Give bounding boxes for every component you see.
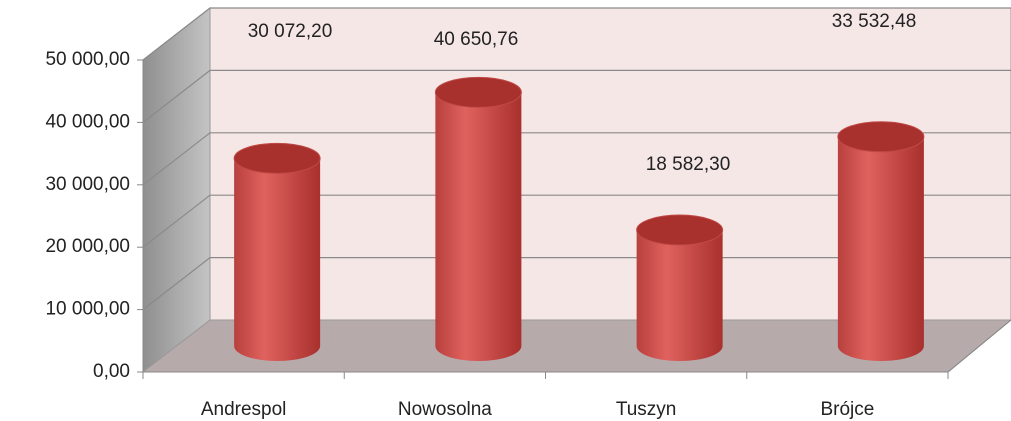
bar-top bbox=[233, 142, 321, 174]
y-tick-label: 20 000,00 bbox=[45, 236, 130, 257]
value-label: 18 582,30 bbox=[646, 154, 731, 175]
grid-line bbox=[142, 132, 1011, 186]
grid-line bbox=[142, 194, 1011, 248]
bar bbox=[636, 230, 723, 361]
x-tick-label: Brójce bbox=[820, 399, 874, 420]
y-tick-label: 40 000,00 bbox=[45, 111, 130, 132]
x-tick-label: Andrespol bbox=[201, 399, 287, 420]
value-label: 33 532,48 bbox=[832, 11, 917, 32]
bar bbox=[837, 136, 924, 361]
y-tick-label: 10 000,00 bbox=[45, 299, 130, 320]
y-tick-label: 50 000,00 bbox=[45, 49, 130, 70]
x-tick-label: Nowosolna bbox=[398, 399, 492, 420]
value-label: 40 650,76 bbox=[434, 29, 519, 50]
bar-top bbox=[837, 121, 925, 153]
grid-line bbox=[142, 257, 1011, 311]
bar bbox=[234, 158, 321, 361]
grid-line bbox=[142, 69, 1011, 123]
y-tick-label: 30 000,00 bbox=[45, 174, 130, 195]
value-label: 30 072,20 bbox=[248, 21, 333, 42]
y-tick-label: 0,00 bbox=[93, 361, 130, 382]
bar-top bbox=[434, 76, 522, 108]
bar bbox=[435, 92, 522, 361]
side-wall bbox=[142, 6, 211, 374]
grid-line bbox=[142, 7, 1011, 61]
x-tick-label: Tuszyn bbox=[616, 399, 677, 420]
bar-top bbox=[636, 214, 724, 246]
